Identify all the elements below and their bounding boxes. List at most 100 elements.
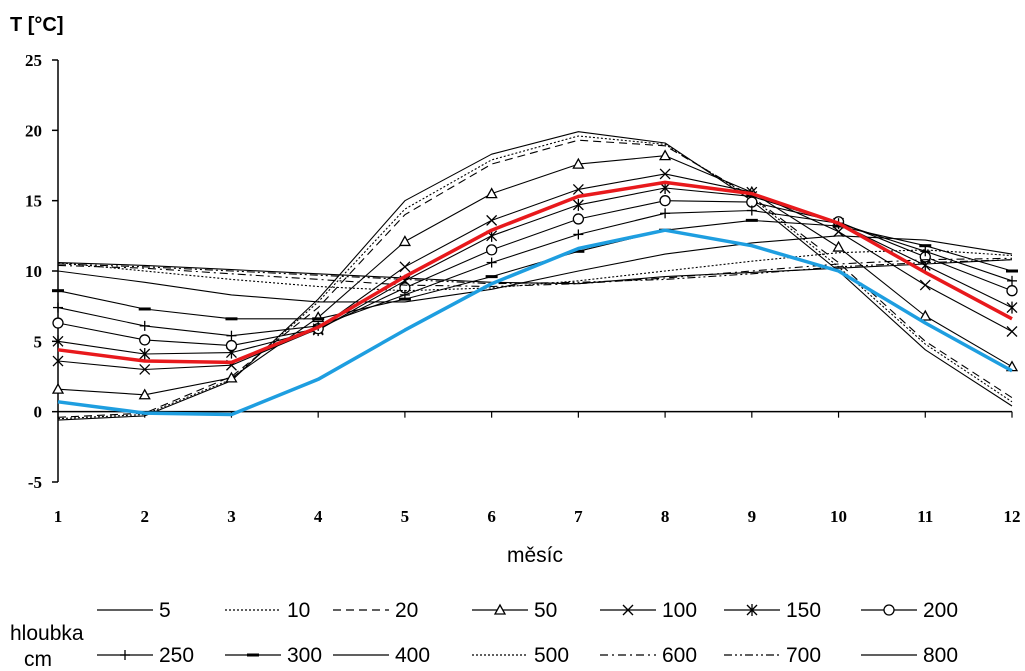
data-point-150: [52, 335, 64, 348]
x-tick-label: 3: [227, 507, 236, 526]
legend-item-5: 5: [97, 599, 171, 622]
legend-title: hloubka cm: [10, 622, 84, 671]
series-line-highlight-15: [57, 228, 1013, 417]
series-line-100: [57, 173, 1013, 371]
data-point-50: [51, 382, 65, 394]
series-line-600: [57, 257, 1013, 288]
legend-item-20: 20: [333, 599, 418, 622]
legend-item-700: 700: [724, 644, 821, 667]
data-point-200: [572, 213, 585, 225]
legend-item-500: 500: [472, 644, 569, 667]
y-tick-label: 20: [25, 121, 42, 140]
data-point-250: [226, 330, 237, 341]
legend-item-10: 10: [225, 599, 310, 622]
legend-item-400: 400: [333, 644, 430, 667]
legend-item-250: 250: [97, 644, 194, 667]
data-point-50: [832, 240, 845, 252]
legend-label: 20: [395, 599, 418, 622]
x-tick-label: 6: [487, 507, 496, 526]
x-tick-label: 2: [140, 507, 149, 526]
legend-item-600: 600: [600, 644, 697, 667]
data-point-150: [572, 198, 584, 211]
data-point-50: [138, 388, 151, 400]
legend: hloubka cm 5 10 20 50 100 150 200 250 300 400 500 600…: [10, 599, 958, 671]
data-point-250: [486, 257, 497, 268]
x-tick-label: 7: [574, 507, 583, 526]
x-tick-label: 12: [1004, 507, 1021, 526]
series-layer: [51, 131, 1019, 421]
series-line-200: [57, 200, 1013, 347]
series-line-highlight-14: [57, 180, 1013, 365]
x-tick-label: 5: [401, 507, 410, 526]
legend-label: 100: [662, 599, 697, 622]
data-point-100: [572, 183, 584, 195]
legend-label: 700: [786, 644, 821, 667]
data-point-50: [398, 235, 412, 247]
data-point-200: [52, 317, 64, 329]
legend-item-800: 800: [861, 644, 958, 667]
data-point-250: [920, 246, 931, 257]
legend-item-100: 100: [600, 599, 697, 622]
y-tick-label: 10: [25, 262, 42, 281]
x-tick-label: 1: [54, 507, 63, 526]
data-point-150: [139, 347, 151, 360]
series-line-700: [57, 259, 1013, 285]
legend-label: 500: [534, 644, 569, 667]
data-point-250: [1007, 275, 1017, 286]
data-point-250: [573, 229, 584, 240]
series-line-50: [57, 155, 1013, 396]
data-point-100: [659, 168, 671, 180]
legend-label: 800: [923, 644, 958, 667]
series-line-300: [57, 219, 1013, 320]
series-line-20: [57, 139, 1013, 418]
data-point-250: [660, 208, 671, 219]
series-line-5: [57, 131, 1013, 421]
legend-label: 50: [534, 599, 557, 622]
x-tick-label: 8: [661, 507, 670, 526]
x-axis-label: měsíc: [507, 544, 563, 567]
data-point-200: [659, 195, 671, 207]
y-tick-label: 0: [34, 403, 43, 422]
data-point-50: [572, 157, 585, 169]
data-point-200: [139, 334, 151, 346]
y-tick-label: 25: [25, 51, 42, 70]
data-point-50: [225, 371, 238, 383]
data-point-250: [139, 320, 150, 331]
data-point-50: [658, 149, 672, 161]
data-point-100: [486, 214, 498, 226]
data-point-200: [225, 339, 238, 352]
legend-item-300: 300: [225, 644, 322, 667]
data-point-100: [399, 261, 411, 273]
legend-item-150: 150: [724, 599, 821, 622]
legend-marker: [120, 650, 130, 660]
legend-marker: [622, 604, 634, 616]
legend-label: 5: [159, 599, 171, 622]
data-point-100: [919, 279, 931, 291]
x-tick-label: 9: [748, 507, 757, 526]
data-point-100: [52, 355, 64, 367]
data-point-100: [139, 364, 151, 375]
y-axis-label: T [°C]: [10, 14, 64, 36]
data-point-100: [833, 226, 845, 238]
data-point-200: [1006, 285, 1018, 297]
series-line-500: [57, 249, 1013, 292]
x-tick-label: 4: [314, 507, 323, 526]
legend-item-200: 200: [861, 599, 958, 622]
legend-label: 200: [923, 599, 958, 622]
series-line-400: [57, 235, 1013, 303]
legend-item-50: 50: [472, 599, 557, 622]
legend-marker: [493, 603, 507, 615]
series-line-800: [57, 259, 1013, 285]
legend-label: 250: [159, 644, 194, 667]
legend-label: 150: [786, 599, 821, 622]
data-point-250: [746, 205, 757, 216]
y-tick-label: 15: [25, 192, 42, 211]
legend-label: 400: [395, 644, 430, 667]
y-tick-label: 5: [34, 332, 43, 351]
legend-marker: [883, 604, 895, 616]
legend-label: 300: [287, 644, 322, 667]
data-point-100: [1006, 326, 1018, 337]
y-tick-label: -5: [28, 473, 42, 492]
